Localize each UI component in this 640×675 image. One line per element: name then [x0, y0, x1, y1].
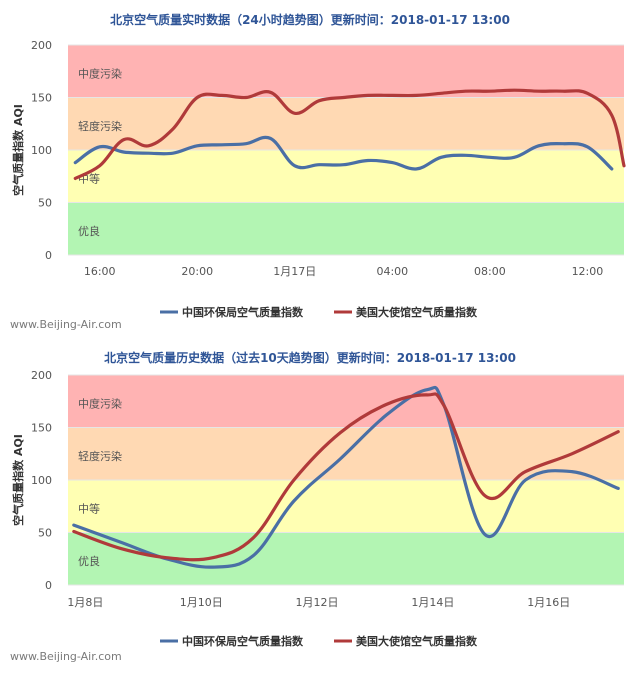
x-tick-label: 1月10日 — [180, 596, 223, 609]
y-tick-label: 150 — [31, 92, 52, 105]
y-axis-label: 空气质量指数 AQI — [11, 434, 25, 526]
band-label: 中度污染 — [78, 397, 122, 411]
legend: 中国环保局空气质量指数 美国大使馆空气质量指数 — [160, 634, 478, 648]
x-tick-label: 1月8日 — [67, 596, 103, 609]
legend-us-label[interactable]: 美国大使馆空气质量指数 — [356, 634, 478, 648]
y-axis-label: 空气质量指数 AQI — [11, 104, 25, 196]
y-tick-label: 0 — [45, 249, 52, 262]
x-tick-label: 20:00 — [181, 265, 213, 278]
y-tick-label: 50 — [38, 197, 52, 210]
x-tick-label: 1月17日 — [273, 265, 316, 278]
x-tick-label: 16:00 — [84, 265, 116, 278]
history-10day-chart: 北京空气质量历史数据（过去10天趋势图）更新时间：2018-01-17 13:0… — [10, 350, 624, 663]
chart-title: 北京空气质量实时数据（24小时趋势图）更新时间：2018-01-17 13:00 — [110, 12, 510, 27]
y-tick-label: 100 — [31, 474, 52, 487]
y-tick-label: 0 — [45, 579, 52, 592]
chart-title: 北京空气质量历史数据（过去10天趋势图）更新时间：2018-01-17 13:0… — [104, 350, 516, 365]
x-tick-label: 1月16日 — [527, 596, 570, 609]
band-band_moderate — [68, 480, 624, 533]
watermark: www.Beijing-Air.com — [10, 318, 122, 331]
x-tick-label: 12:00 — [572, 265, 604, 278]
band-band_good — [68, 202, 624, 255]
watermark: www.Beijing-Air.com — [10, 650, 122, 663]
band-label: 优良 — [78, 554, 100, 568]
x-tick-label: 1月14日 — [411, 596, 454, 609]
y-tick-label: 50 — [38, 527, 52, 540]
y-tick-label: 100 — [31, 144, 52, 157]
legend-china-label[interactable]: 中国环保局空气质量指数 — [182, 634, 304, 648]
band-label: 轻度污染 — [78, 119, 122, 133]
band-label: 轻度污染 — [78, 449, 122, 463]
series-line-us — [73, 88, 626, 180]
x-tick-label: 04:00 — [376, 265, 408, 278]
y-tick-label: 150 — [31, 422, 52, 435]
y-tick-label: 200 — [31, 369, 52, 382]
band-band_light — [68, 97, 624, 150]
series-line-china — [73, 135, 614, 171]
x-tick-label: 08:00 — [474, 265, 506, 278]
band-band_good — [68, 532, 624, 585]
series-line-us — [72, 392, 620, 562]
realtime-24h-chart: 北京空气质量实时数据（24小时趋势图）更新时间：2018-01-17 13:00… — [10, 12, 626, 331]
legend-china-label[interactable]: 中国环保局空气质量指数 — [182, 305, 304, 319]
band-label: 中等 — [78, 502, 100, 516]
series-line-china — [72, 385, 620, 569]
band-label: 优良 — [78, 224, 100, 238]
band-band_medium — [68, 45, 624, 98]
band-band_medium — [68, 375, 624, 428]
x-tick-label: 1月12日 — [296, 596, 339, 609]
y-tick-label: 200 — [31, 39, 52, 52]
band-band_moderate — [68, 150, 624, 203]
band-label: 中度污染 — [78, 67, 122, 81]
legend-us-label[interactable]: 美国大使馆空气质量指数 — [356, 305, 478, 319]
legend: 中国环保局空气质量指数 美国大使馆空气质量指数 — [160, 305, 478, 319]
